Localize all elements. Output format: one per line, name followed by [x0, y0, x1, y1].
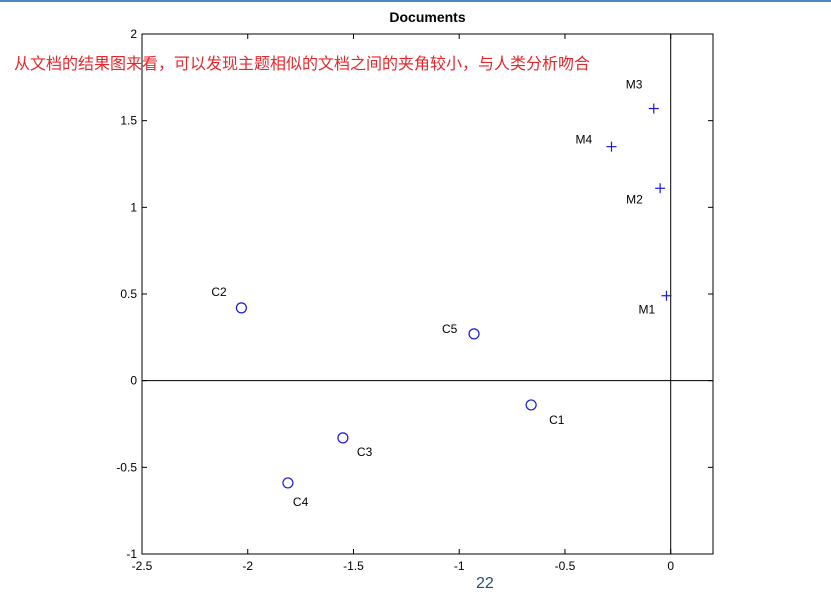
window-top-bar [0, 0, 831, 2]
x-axis-ticks: -2.5 -2 -1.5 -1 -0.5 0 [132, 34, 674, 573]
y-axis-ticks: -1 -0.5 0 0.5 1 1.5 2 [116, 27, 713, 561]
point-label-c2: C2 [211, 285, 227, 299]
chart-title: Documents [389, 9, 465, 25]
x-tick-label: -1 [454, 559, 465, 573]
y-tick-label: 0 [130, 374, 137, 388]
y-tick-label: 2 [130, 27, 137, 41]
x-tick-label: -0.5 [555, 559, 576, 573]
data-points: C1 C2 C3 C4 C5 M1 M2 M3 M4 [211, 78, 672, 509]
plot-frame [141, 33, 714, 555]
point-c5-circle-marker [468, 328, 480, 340]
point-m1-plus-marker [661, 290, 672, 301]
y-tick-label: -0.5 [116, 460, 137, 474]
point-label-c5: C5 [442, 322, 458, 336]
x-tick-label: -1.5 [343, 559, 364, 573]
point-c1-circle-marker [525, 399, 537, 411]
page-number: 22 [476, 575, 494, 592]
x-tick-label: -2.5 [132, 559, 153, 573]
point-label-c3: C3 [357, 445, 373, 459]
y-tick-label: 0.5 [120, 287, 137, 301]
point-m3-plus-marker [648, 103, 659, 114]
x-tick-label: -2 [242, 559, 253, 573]
point-label-m1: M1 [638, 303, 655, 317]
reference-lines [142, 34, 713, 554]
point-m2-plus-marker [655, 183, 666, 194]
point-label-c4: C4 [293, 495, 309, 509]
y-tick-label: 1.5 [120, 114, 137, 128]
point-label-m3: M3 [626, 78, 643, 92]
point-c4-circle-marker [282, 477, 294, 489]
point-label-m4: M4 [575, 133, 592, 147]
point-label-c1: C1 [549, 413, 565, 427]
point-m4-plus-marker [606, 141, 617, 152]
y-tick-label: 1 [130, 200, 137, 214]
point-c3-circle-marker [337, 432, 349, 444]
y-tick-label: -1 [126, 547, 137, 561]
annotation-text: 从文档的结果图来看，可以发现主题相似的文档之间的夹角较小，与人类分析吻合 [14, 54, 591, 73]
x-tick-label: 0 [667, 559, 674, 573]
point-c2-circle-marker [235, 302, 247, 314]
point-label-m2: M2 [626, 192, 643, 206]
